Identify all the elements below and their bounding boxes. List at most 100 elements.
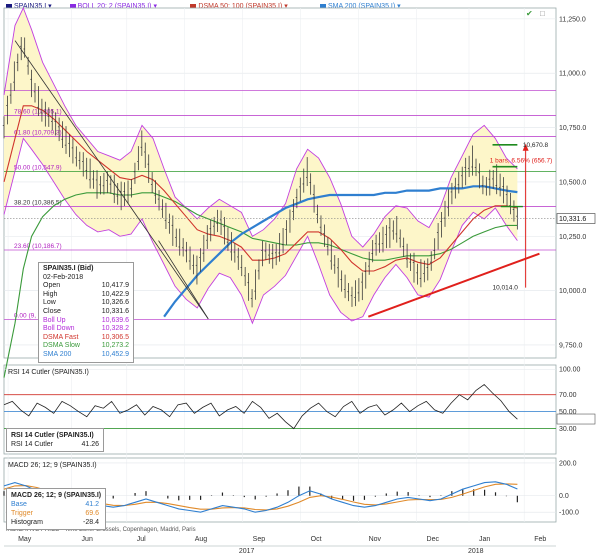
header-indicator-3[interactable]: SMA 200 (SPAIN35.I) ▾ [328, 3, 401, 10]
info-row-3: Close 10,331.6 [43, 308, 129, 317]
info-row-value: 10,326.6 [101, 299, 129, 307]
macd-y-tick-1: 0.0 [559, 493, 569, 500]
price-y-tick-6: 9,750.0 [559, 342, 582, 349]
macd-row-value: 41.2 [85, 501, 99, 508]
price-y-tick-4: 10,250.0 [559, 234, 586, 241]
footer-text: INDICATIVE PRICE - Time Zone: Brussels, … [6, 527, 196, 533]
fib-label-5: 0.00 (9, [14, 313, 36, 320]
macd-row-value: 69.6 [85, 510, 99, 517]
info-row-label: DSMA Fast [43, 333, 79, 341]
ohlc-info-box: SPAIN35.I (Bid) 02-Feb-2018 Open 10,417.9… [38, 262, 134, 363]
info-row-2: Low 10,326.6 [43, 299, 129, 308]
info-row-value: 10,328.2 [101, 325, 129, 333]
fib-label-3: 38.20 (10,386.5) [14, 200, 62, 207]
macd-legend-title: MACD 26; 12; 9 (SPAIN35.I) [11, 492, 102, 499]
rsi-legend-label: RSI 14 Cutler [11, 441, 54, 448]
info-row-label: Boll Up [43, 316, 66, 324]
info-row-value: 10,331.6 [101, 307, 129, 315]
rsi-y-tick-1: 70.00 [559, 392, 577, 399]
fib-label-0: 78.60 (10,805.1) [14, 109, 62, 116]
rsi-value-tag [556, 413, 596, 425]
info-row-value: 10,639.6 [101, 316, 129, 324]
fib-label-2: 50.00 (10,547.9) [14, 165, 62, 172]
info-row-4: Boll Up 10,639.6 [43, 317, 129, 326]
info-row-value: 10,417.9 [101, 282, 129, 290]
price-y-tick-1: 11,000.0 [559, 71, 586, 78]
info-row-value: 10,273.2 [101, 342, 129, 350]
fib-label-4: 23.60 (10,186.7) [14, 243, 62, 250]
x-year-0: 2017 [239, 548, 255, 555]
info-box-date: 02-Feb-2018 [43, 273, 84, 281]
rsi-legend-value: 41.26 [81, 441, 99, 448]
info-row-value: 10,452.9 [101, 350, 129, 358]
rsi-legend-title: RSI 14 Cutler (SPAIN35.I) [11, 432, 94, 439]
price-y-tick-2: 10,750.0 [559, 125, 586, 132]
info-row-label: Open [43, 282, 61, 290]
x-month-3: Aug [195, 536, 208, 543]
info-row-1: High 10,422.9 [43, 291, 129, 300]
square-icon: □ [540, 9, 545, 18]
info-row-0: Open 10,417.9 [43, 282, 129, 291]
macd-row-0: Base 41.2 [11, 500, 99, 509]
header-indicator-1[interactable]: BOLL 20; 2 (SPAIN35.I) ▾ [77, 3, 157, 10]
last-price-label: 10,331.6 [559, 216, 586, 223]
rsi-panel-title: RSI 14 Cutler (SPAIN35.I) [8, 369, 89, 376]
rsi-y-tick-2: 50.00 [559, 409, 577, 416]
macd-y-tick-2: -100.0 [559, 510, 579, 517]
bollinger-upper-line [3, 6, 518, 248]
macd-row-label: Trigger [11, 510, 33, 517]
annotation-high: 10,670.8 [523, 142, 549, 149]
header-indicator-0[interactable]: SPAIN35.I ▾ [14, 3, 52, 10]
macd-panel-title: MACD 26; 12; 9 (SPAIN35.I) [8, 462, 97, 469]
info-row-label: Close [43, 307, 61, 315]
info-row-label: Low [43, 299, 56, 307]
price-y-tick-3: 10,500.0 [559, 179, 586, 186]
x-month-9: Feb [534, 536, 546, 543]
x-year-1: 2018 [468, 548, 484, 555]
header-swatch-3 [320, 4, 326, 10]
x-month-2: Jul [137, 536, 146, 543]
measure-arrow-head [522, 143, 529, 151]
last-price-tag [556, 213, 596, 224]
info-box-rows: Open 10,417.9 High 10,422.9 Low 10,326.6 Close… [43, 282, 129, 359]
info-row-6: DSMA Fast 10,306.5 [43, 334, 129, 343]
rsi-legend-box: RSI 14 Cutler (SPAIN35.I) RSI 14 Cutler … [6, 428, 104, 452]
info-box-title: SPAIN35.I (Bid) [43, 265, 94, 272]
macd-row-2: Histogram -28.4 [11, 518, 99, 527]
x-month-0: May [18, 536, 32, 543]
x-month-7: Dec [427, 536, 440, 543]
annotation-bars: 1 bars, 6.56% (656.7) [490, 157, 553, 164]
macd-row-label: Histogram [11, 519, 43, 526]
price-y-tick-0: 11,250.0 [559, 16, 586, 23]
fib-label-1: 61.80 (10,709.3) [14, 129, 62, 136]
macd-row-1: Trigger 69.6 [11, 509, 99, 518]
x-month-1: Jun [82, 536, 93, 543]
macd-row-label: Base [11, 501, 27, 508]
info-row-label: High [43, 290, 58, 298]
header-swatch-2 [190, 4, 197, 10]
macd-y-tick-0: 200.0 [559, 460, 577, 467]
header-swatch-0 [6, 4, 12, 10]
header-indicator-2[interactable]: DSMA 50; 100 (SPAIN35.I) ▾ [198, 3, 288, 10]
check-icon: ✔ [526, 9, 533, 18]
downtrend-line [14, 40, 209, 320]
info-row-label: Boll Down [43, 325, 75, 333]
rsi-y-tick-0: 100.00 [559, 367, 581, 374]
info-row-label: SMA 200 [43, 350, 72, 358]
rsi-y-tick-3: 30.00 [559, 426, 577, 433]
downtrend-line-lower [158, 240, 209, 320]
x-month-5: Oct [311, 536, 322, 543]
x-month-4: Sep [253, 536, 266, 543]
uptrend-line [367, 252, 540, 318]
bollinger-band-fill [4, 8, 518, 324]
macd-row-value: -28.4 [83, 519, 99, 526]
price-y-tick-5: 10,000.0 [559, 288, 586, 295]
x-month-8: Jan [479, 536, 490, 543]
info-row-8: SMA 200 10,452.9 [43, 351, 129, 360]
macd-legend-rows: Base 41.2 Trigger 69.6 Histogram -28.4 [11, 500, 101, 527]
header-swatch-1 [69, 4, 76, 10]
info-row-value: 10,306.5 [101, 333, 129, 341]
info-row-7: DSMA Slow 10,273.2 [43, 342, 129, 351]
